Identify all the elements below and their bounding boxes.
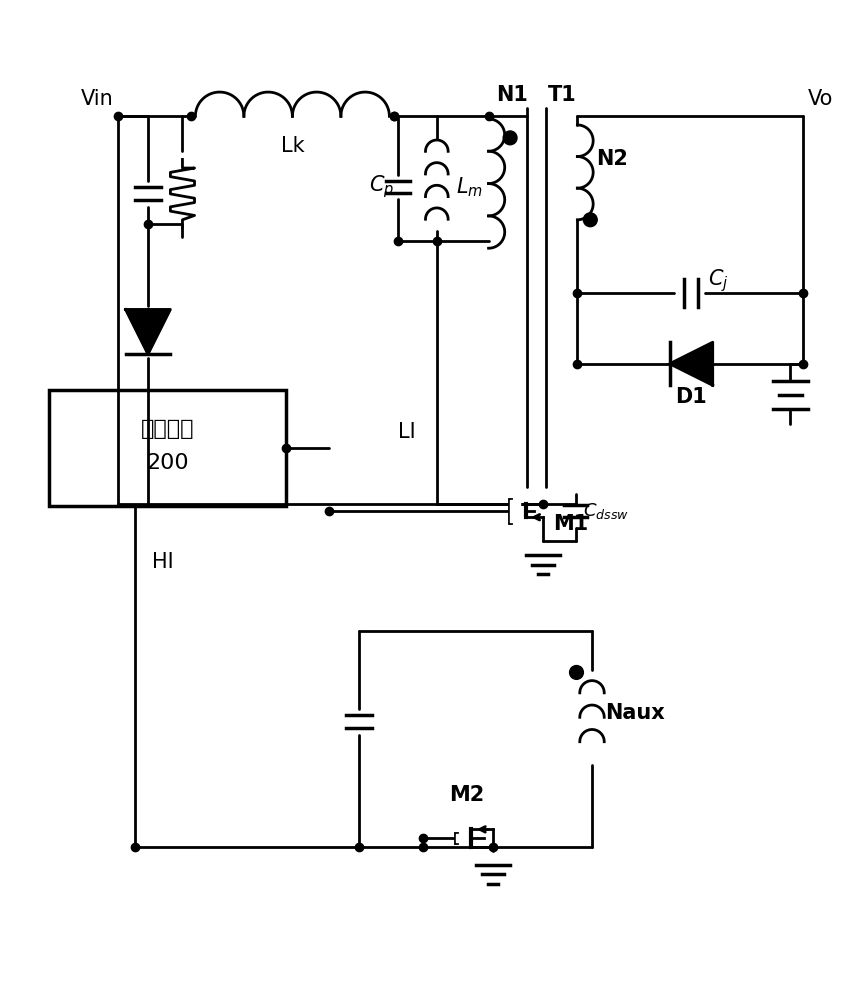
Text: M1: M1 (554, 514, 588, 534)
Text: $C_p$: $C_p$ (368, 174, 394, 200)
Text: 控制电路: 控制电路 (141, 419, 194, 439)
Text: M2: M2 (449, 785, 484, 805)
Text: $L_m$: $L_m$ (456, 175, 483, 199)
Circle shape (569, 666, 583, 679)
Polygon shape (670, 342, 713, 385)
Circle shape (503, 131, 517, 145)
Text: LI: LI (398, 422, 415, 442)
Text: Naux: Naux (605, 703, 664, 723)
Text: $C_j$: $C_j$ (708, 267, 729, 294)
Circle shape (583, 213, 597, 227)
Text: T1: T1 (548, 85, 576, 105)
Text: $C_{dssw}$: $C_{dssw}$ (582, 501, 629, 521)
Text: HI: HI (152, 552, 174, 572)
Text: N2: N2 (596, 149, 628, 169)
Text: Vo: Vo (808, 89, 833, 109)
Text: 200: 200 (146, 453, 189, 473)
Text: N1: N1 (496, 85, 528, 105)
Polygon shape (125, 309, 170, 354)
Text: Lk: Lk (280, 136, 304, 156)
Text: Vin: Vin (80, 89, 113, 109)
Text: D1: D1 (676, 387, 707, 407)
